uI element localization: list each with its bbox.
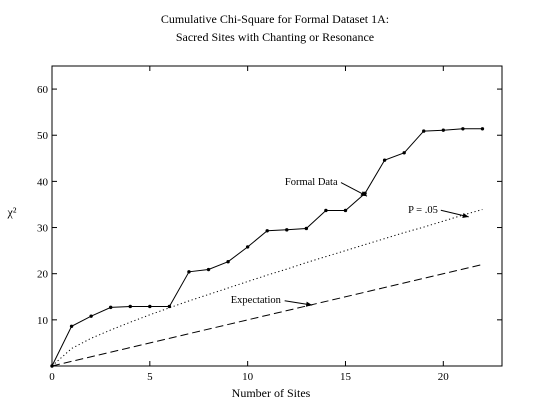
plot-frame: [51, 65, 503, 367]
data-point: [304, 226, 309, 231]
y-axis-label: χ²: [7, 205, 17, 219]
x-tick-label: 10: [242, 371, 254, 383]
data-point: [265, 229, 269, 233]
series-layer: [50, 127, 485, 368]
annotation-label: P = .05: [408, 205, 438, 216]
x-tick-label: 0: [49, 371, 55, 383]
y-axis-ticks: 10 20 30 40 50 60: [37, 84, 502, 327]
series-line-expectation: [51, 264, 483, 367]
data-point: [402, 151, 406, 155]
x-tick-label: 15: [340, 371, 352, 383]
annotation-layer: Formal Data P = .05 Expectation: [231, 177, 469, 307]
chart-subtitle: Sacred Sites with Chanting or Resonance: [176, 30, 374, 44]
data-point: [324, 208, 328, 213]
data-point: [285, 228, 289, 232]
series-line-formal-data: [51, 128, 483, 367]
y-tick-label: 20: [37, 269, 49, 281]
data-point: [89, 314, 93, 318]
annotation-arrowhead: [360, 191, 367, 197]
annotation-arrowhead: [462, 213, 469, 219]
data-point: [480, 127, 485, 131]
annotation-label: Expectation: [231, 295, 282, 306]
data-point: [382, 158, 387, 162]
chart-title: Cumulative Chi-Square for Formal Dataset…: [161, 12, 389, 26]
data-point: [245, 245, 250, 249]
data-point: [206, 267, 211, 272]
y-tick-label: 50: [37, 130, 49, 142]
x-tick-label: 5: [147, 371, 153, 383]
data-point: [461, 127, 465, 131]
annotation-arrowhead: [305, 301, 313, 307]
data-point: [343, 208, 348, 213]
y-tick-label: 30: [37, 223, 49, 235]
data-point: [69, 324, 74, 329]
x-axis-ticks: 0 5 10 15 20: [49, 66, 449, 383]
data-point: [187, 270, 191, 274]
x-tick-label: 20: [438, 371, 450, 383]
data-point: [226, 259, 230, 264]
y-tick-label: 60: [37, 84, 49, 96]
data-point: [108, 305, 113, 310]
data-point: [148, 304, 152, 309]
x-axis-label: Number of Sites: [232, 386, 311, 400]
data-point: [128, 304, 132, 309]
y-tick-label: 10: [37, 315, 49, 327]
annotation-label: Formal Data: [285, 177, 338, 188]
data-point: [422, 129, 426, 133]
data-point: [441, 128, 446, 132]
y-tick-label: 40: [37, 176, 49, 188]
series-line-p-05: [51, 209, 483, 367]
